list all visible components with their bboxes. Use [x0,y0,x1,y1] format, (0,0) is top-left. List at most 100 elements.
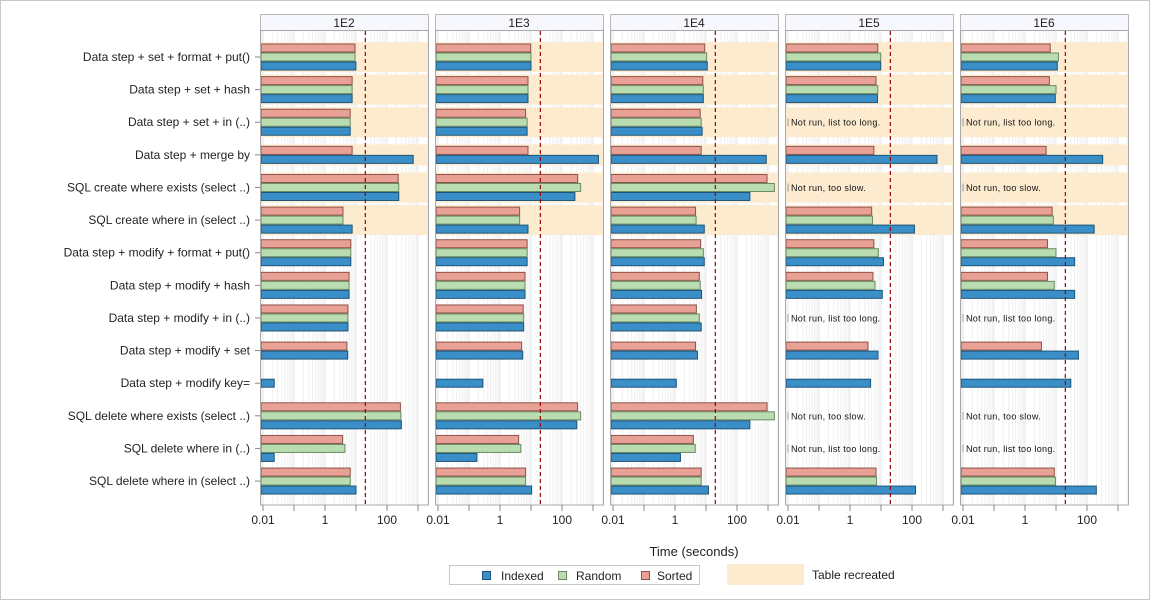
bar-indexed [260,257,352,267]
bar-random [260,248,352,258]
x-tick-label: 100 [377,513,397,527]
bar-sorted [260,43,356,53]
not-run-annotation: Not run, list too long. [791,313,880,323]
bar-indexed [610,191,751,201]
panel-1E4: 1E4 0.01 1 100 [601,14,779,527]
bar-random [960,280,1055,290]
bar-indexed [610,289,703,299]
legend-swatch-indexed [482,571,491,580]
bar-sorted [435,402,579,412]
table-recreated-band [961,107,1128,138]
panel-1E5: 1E5 Not run, list too long. Not run, too s… [776,14,954,527]
bar-random [435,52,532,62]
x-tick-label: 100 [1077,513,1097,527]
bar-sorted [610,108,701,118]
bar-indexed [610,322,702,332]
bar-indexed [435,94,529,104]
bar-indexed [260,154,414,164]
not-run-annotation: Not run, list too long. [966,444,1055,454]
bar-indexed [435,485,533,495]
category-label: SQL create where in (select ..) [88,213,250,227]
bar-indexed [260,485,357,495]
bar-random [610,85,704,95]
bar-random [610,411,775,421]
bar-indexed [435,322,525,332]
table-recreated-band [961,172,1128,203]
category-label: SQL delete where in (..) [124,441,250,455]
bar-sorted [610,341,697,351]
bar-sorted [260,173,399,183]
bar-random [435,443,522,453]
bar-random [785,476,878,486]
bar-random [960,248,1057,258]
bar-random [260,52,356,62]
category-label: Data step + modify + set [120,344,251,358]
bar-sorted [960,239,1048,249]
bar-indexed [610,350,698,360]
panel-1E3: 1E3 0.01 1 100 [426,14,604,527]
bar-sorted [260,239,352,249]
bar-random [960,52,1059,62]
bar-indexed [610,257,705,267]
bar-sorted [610,239,702,249]
bar-indexed [435,289,526,299]
legend-label: Indexed [501,569,544,583]
bar-indexed [260,322,349,332]
category-label: Data step + merge by [135,148,250,162]
legend-label: Random [576,569,621,583]
bar-sorted [435,434,520,444]
bar-sorted [260,402,401,412]
bar-indexed [435,154,599,164]
bar-sorted [610,145,702,155]
bar-indexed [435,420,578,430]
bar-random [435,182,582,192]
bar-random [610,248,704,258]
bar-random [960,215,1054,225]
bar-sorted [785,76,877,86]
bar-random [435,411,582,421]
x-tick-label: 100 [552,513,572,527]
x-tick-label: 0.01 [601,513,625,527]
bar-sorted [435,76,529,86]
bar-sorted [610,43,706,53]
panel-title: 1E4 [683,16,705,30]
bar-sorted [785,145,875,155]
bar-sorted [435,108,527,118]
bar-sorted [260,304,349,314]
bar-indexed [960,289,1076,299]
bar-indexed [785,350,879,360]
bar-indexed [785,257,884,267]
bar-indexed [610,224,705,234]
bar-indexed [960,224,1095,234]
bar-random [785,280,876,290]
bar-indexed [610,154,767,164]
bar-indexed [435,350,524,360]
legend-swatch-sorted [641,571,650,580]
bar-random [610,117,702,127]
bar-random [610,443,696,453]
bar-indexed [610,94,704,104]
bar-sorted [260,271,350,281]
bar-random [260,476,351,486]
bar-random [610,215,697,225]
bar-sorted [960,43,1051,53]
bar-sorted [435,145,529,155]
bar-sorted [785,271,874,281]
category-label: Data step + set + in (..) [128,115,250,129]
x-tick-label: 1 [672,513,679,527]
bar-indexed [260,126,351,136]
bar-sorted [435,239,528,249]
panel-frame [785,30,954,506]
bar-indexed [785,154,938,164]
bar-sorted [785,206,873,216]
x-tick-label: 0.01 [951,513,975,527]
bar-sorted [610,304,697,314]
category-label: Data step + set + hash [129,83,250,97]
bar-random [435,313,525,323]
bar-sorted [785,43,879,53]
category-label: SQL delete where exists (select ..) [68,409,250,423]
bar-indexed [435,61,532,71]
legend: Indexed Random Sorted Table recreated [449,564,895,585]
not-run-annotation: Not run, list too long. [966,313,1055,323]
